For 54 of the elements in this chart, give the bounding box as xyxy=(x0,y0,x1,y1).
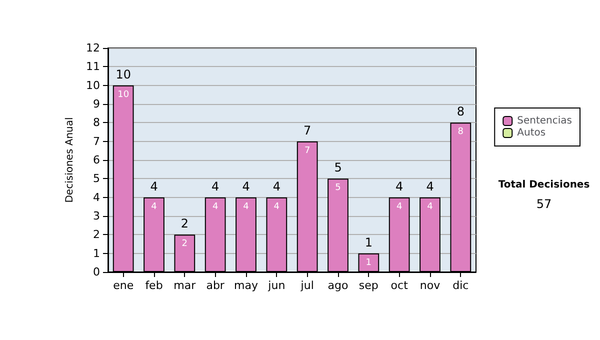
total-label: 4 xyxy=(396,179,404,194)
y-tick-label: 11 xyxy=(86,60,100,74)
data-label: 4 xyxy=(151,202,158,212)
x-tick-label: mar xyxy=(174,279,196,292)
x-tick-label: nov xyxy=(420,279,441,292)
x-tick-label: abr xyxy=(206,279,225,292)
total-label: 1 xyxy=(364,235,372,250)
x-tick-label: ene xyxy=(113,279,134,292)
y-tick-label: 8 xyxy=(93,116,100,130)
data-label: 4 xyxy=(427,202,434,212)
data-label: 2 xyxy=(182,239,188,250)
legend-label: Sentencias xyxy=(517,116,572,126)
x-tick-label: sep xyxy=(358,279,378,292)
total-label: 4 xyxy=(212,179,220,194)
y-tick-label: 9 xyxy=(93,98,100,110)
data-label: 1 xyxy=(366,258,372,268)
y-tick-label: 6 xyxy=(93,154,100,166)
total-label: 7 xyxy=(304,123,312,138)
total-label: 8 xyxy=(456,104,464,119)
y-axis-title: Decisiones Anual xyxy=(64,117,76,203)
y-tick-label: 0 xyxy=(93,266,100,278)
x-tick-label: jul xyxy=(300,279,314,292)
y-tick-label: 5 xyxy=(93,172,100,186)
data-label: 8 xyxy=(458,127,464,138)
total-label: 2 xyxy=(180,216,188,231)
data-label: 4 xyxy=(274,202,280,212)
x-tick-label: dic xyxy=(452,279,469,292)
text: 57 xyxy=(536,197,552,211)
text: Total Decisiones xyxy=(498,180,590,190)
x-tick-label: may xyxy=(234,279,258,292)
total-label: 4 xyxy=(242,179,250,194)
x-tick-label: oct xyxy=(390,279,409,292)
data-label: 4 xyxy=(243,202,250,212)
x-tick-label: feb xyxy=(145,279,163,292)
y-tick-label: 12 xyxy=(86,42,100,54)
data-label: 4 xyxy=(212,202,218,212)
data-label: 10 xyxy=(118,90,130,100)
y-tick-label: 2 xyxy=(93,228,100,242)
total-label: 10 xyxy=(116,67,131,82)
y-tick-label: 10 xyxy=(86,78,100,92)
total-label: 4 xyxy=(150,179,158,194)
data-label: 5 xyxy=(335,183,341,194)
total-label: 5 xyxy=(334,160,342,175)
y-tick-label: 3 xyxy=(93,210,100,222)
y-tick-label: 4 xyxy=(93,190,100,204)
x-tick-label: jun xyxy=(267,279,286,292)
y-tick-label: 1 xyxy=(93,246,100,260)
total-label: 4 xyxy=(272,179,280,194)
total-label: 4 xyxy=(426,179,434,194)
y-tick-label: 7 xyxy=(93,134,100,148)
legend-label: Autos xyxy=(517,128,546,138)
x-tick-label: ago xyxy=(328,279,348,292)
data-label: 4 xyxy=(396,202,402,212)
data-label: 7 xyxy=(304,146,310,156)
